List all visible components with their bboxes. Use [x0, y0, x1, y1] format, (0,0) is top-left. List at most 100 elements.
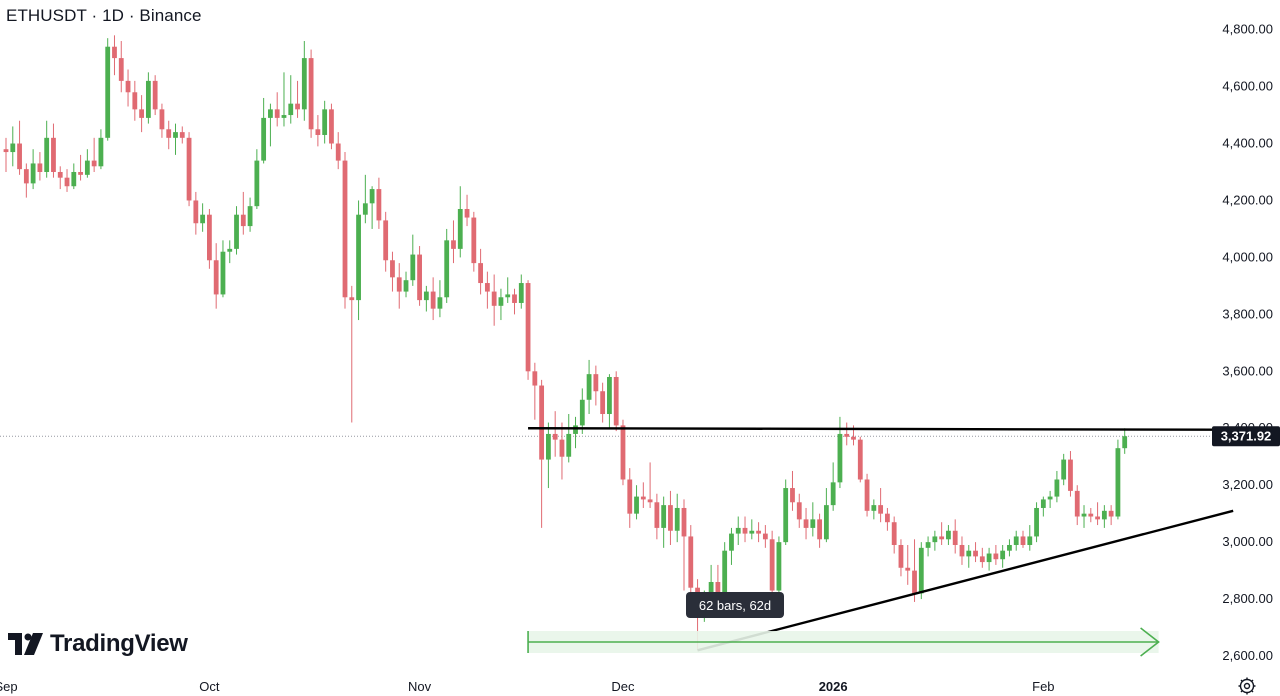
candle-body: [247, 206, 253, 227]
x-axis[interactable]: Sep Oct Nov Dec 2026 Feb: [0, 679, 1055, 694]
candle: [640, 482, 646, 508]
candle: [274, 92, 280, 127]
candle: [329, 103, 334, 150]
candle: [979, 547, 985, 568]
x-tick-label: Feb: [1032, 679, 1054, 694]
candle-body: [620, 425, 626, 480]
candle-body: [207, 214, 212, 261]
candle-body: [579, 399, 585, 426]
candle: [749, 519, 755, 540]
support-trendline[interactable]: [697, 509, 1234, 652]
candle: [78, 154, 83, 181]
candle: [105, 38, 111, 141]
candle-body: [627, 479, 633, 514]
candle-body: [1068, 459, 1073, 491]
candle-body: [891, 522, 897, 545]
candle-body: [871, 505, 877, 511]
candle: [539, 379, 545, 528]
candle-body: [491, 291, 497, 306]
candle-body: [735, 527, 741, 534]
candle: [776, 536, 782, 597]
candle-body: [3, 149, 9, 153]
candle-body: [301, 58, 307, 110]
candle: [118, 41, 124, 93]
candle: [647, 462, 653, 508]
candle-body: [898, 544, 904, 568]
candle: [878, 488, 884, 523]
candle-body: [478, 263, 483, 284]
candle-body: [342, 160, 348, 298]
candle-body: [925, 542, 931, 548]
candle-body: [566, 433, 572, 457]
candle-body: [498, 297, 504, 306]
candle-body: [200, 214, 206, 224]
tradingview-logo[interactable]: TradingView: [8, 630, 188, 658]
candle: [1054, 470, 1060, 503]
candle: [451, 220, 456, 264]
candle: [213, 243, 219, 309]
candle: [783, 479, 789, 545]
candle: [362, 174, 368, 224]
candle-body: [390, 260, 395, 278]
candle: [44, 120, 50, 178]
candle-body: [864, 479, 870, 511]
candle: [1095, 502, 1100, 526]
candle-body: [762, 533, 768, 540]
candle: [769, 530, 775, 594]
resistance-line[interactable]: [528, 427, 1213, 431]
candle: [912, 539, 917, 602]
candle-body: [186, 137, 192, 201]
y-tick-label: 4,600.00: [1222, 79, 1273, 94]
candle-body: [593, 374, 599, 392]
candle: [423, 285, 429, 312]
candle-body: [288, 103, 294, 116]
candle: [91, 137, 97, 172]
candle-body: [810, 519, 816, 528]
candle-body: [851, 436, 856, 440]
last-price-value: 3,371.92: [1221, 429, 1272, 444]
candle: [559, 422, 565, 480]
candle: [864, 473, 870, 517]
candle: [247, 197, 253, 232]
gear-icon[interactable]: [1237, 676, 1257, 696]
candle-body: [173, 132, 178, 138]
candle-body: [532, 371, 538, 386]
candle-body: [749, 530, 755, 534]
y-tick-label: 3,600.00: [1222, 363, 1273, 378]
measure-label-text: 62 bars, 62d: [699, 598, 771, 613]
candle-body: [471, 217, 477, 264]
candle: [512, 288, 517, 315]
candle: [1047, 490, 1053, 508]
candle: [64, 169, 70, 192]
drawing-layer[interactable]: 62 bars, 62d: [527, 427, 1234, 657]
candle: [207, 209, 212, 269]
candle-body: [878, 505, 884, 514]
candle: [1068, 451, 1073, 497]
candle: [925, 536, 931, 557]
candle-body: [993, 553, 999, 560]
candle-body: [17, 143, 22, 170]
candle: [390, 251, 395, 292]
candle: [857, 436, 863, 483]
candle-body: [261, 117, 267, 161]
candle-body: [640, 496, 646, 500]
candle: [532, 362, 538, 420]
candle-body: [932, 536, 938, 543]
candle-body: [118, 58, 124, 81]
y-axis[interactable]: 2,600.002,800.003,000.003,200.003,400.00…: [1222, 22, 1273, 663]
candle: [593, 365, 599, 406]
candle-body: [857, 439, 863, 480]
candle: [227, 240, 233, 264]
candle-body: [145, 80, 151, 118]
candle-body: [634, 496, 639, 514]
candle: [986, 547, 992, 571]
candle: [722, 542, 728, 600]
candle: [30, 149, 36, 190]
candle-body: [573, 425, 578, 434]
candle: [674, 493, 680, 543]
symbol-title[interactable]: ETHUSDT · 1D · Binance: [6, 6, 202, 25]
candle-body: [308, 58, 314, 130]
candle: [810, 502, 816, 537]
candle: [959, 536, 965, 565]
